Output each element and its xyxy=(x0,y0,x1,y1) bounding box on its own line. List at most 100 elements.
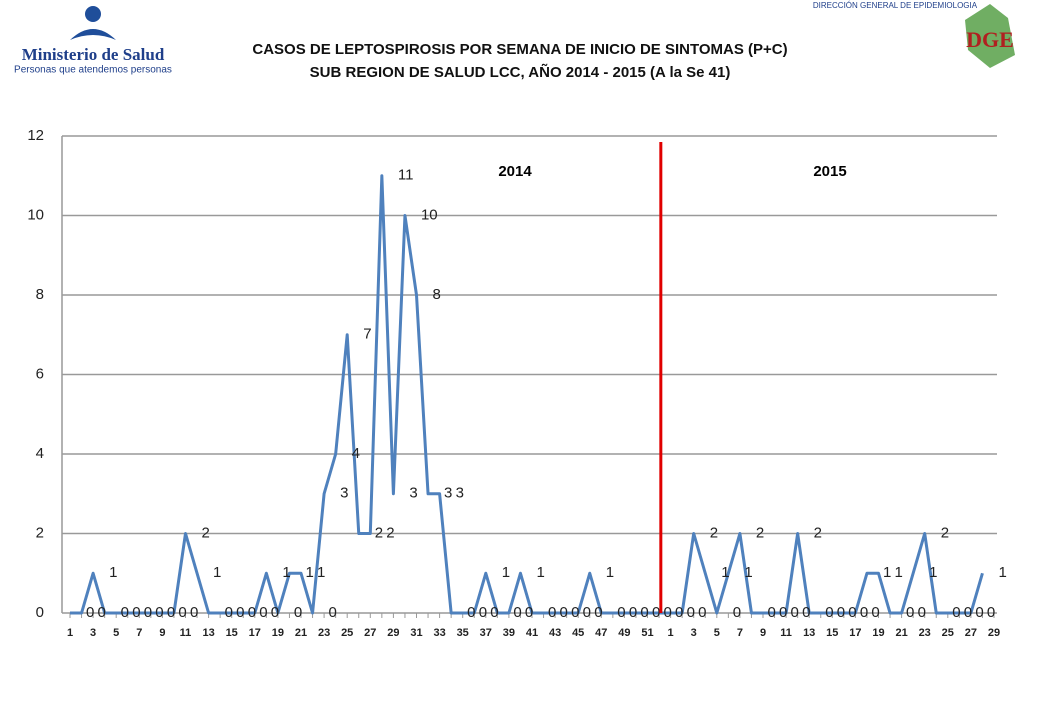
data-label: 4 xyxy=(352,445,360,462)
data-label: 0 xyxy=(640,604,648,621)
logo-name: Ministerio de Salud xyxy=(22,45,165,64)
data-label: 0 xyxy=(952,604,960,621)
data-label: 7 xyxy=(363,326,371,343)
data-label: 0 xyxy=(860,604,868,621)
x-tick-label: 1 xyxy=(67,627,73,639)
data-label: 3 xyxy=(444,485,452,502)
x-tick-label: 41 xyxy=(526,627,538,639)
x-tick-label: 29 xyxy=(387,627,399,639)
data-label: 0 xyxy=(178,604,186,621)
y-tick-label: 8 xyxy=(36,286,44,303)
x-tick-label: 1 xyxy=(668,627,674,639)
data-label: 0 xyxy=(571,604,579,621)
agency-text: DIRECCIÓN GENERAL DE EPIDEMIOLOGIA xyxy=(813,1,978,10)
x-tick-label: 5 xyxy=(113,627,119,639)
data-label: 0 xyxy=(121,604,129,621)
x-tick-label: 3 xyxy=(90,627,96,639)
data-label: 0 xyxy=(837,604,845,621)
data-label: 0 xyxy=(987,604,995,621)
data-label: 0 xyxy=(629,604,637,621)
data-label: 0 xyxy=(329,604,337,621)
y-tick-label: 12 xyxy=(27,127,44,144)
data-label: 0 xyxy=(525,604,533,621)
x-tick-label: 9 xyxy=(159,627,165,639)
data-label: 0 xyxy=(687,604,695,621)
data-label: 0 xyxy=(155,604,163,621)
x-tick-label: 25 xyxy=(942,627,954,639)
data-label: 2 xyxy=(814,524,822,541)
x-tick-label: 21 xyxy=(895,627,907,639)
data-label: 0 xyxy=(248,604,256,621)
data-label: 3 xyxy=(456,485,464,502)
data-label: 10 xyxy=(421,206,438,223)
data-label: 2 xyxy=(202,524,210,541)
x-tick-label: 49 xyxy=(618,627,630,639)
x-tick-label: 37 xyxy=(480,627,492,639)
data-label: 1 xyxy=(282,564,290,581)
x-tick-label: 47 xyxy=(595,627,607,639)
data-label: 0 xyxy=(225,604,233,621)
x-tick-label: 39 xyxy=(503,627,515,639)
data-label: 0 xyxy=(271,604,279,621)
data-label: 1 xyxy=(721,564,729,581)
annotation: 2015 xyxy=(813,163,846,180)
data-label: 0 xyxy=(467,604,475,621)
data-label: 0 xyxy=(698,604,706,621)
x-tick-label: 23 xyxy=(919,627,931,639)
x-tick-label: 5 xyxy=(714,627,720,639)
data-label: 0 xyxy=(86,604,94,621)
data-label: 0 xyxy=(513,604,521,621)
data-label: 0 xyxy=(825,604,833,621)
data-label: 0 xyxy=(132,604,140,621)
chart-title: CASOS DE LEPTOSPIROSIS POR SEMANA DE INI… xyxy=(252,41,787,58)
y-tick-label: 4 xyxy=(36,445,44,462)
data-label: 3 xyxy=(340,485,348,502)
data-label: 2 xyxy=(756,524,764,541)
data-label: 2 xyxy=(386,524,394,541)
agency: DIRECCIÓN GENERAL DE EPIDEMIOLOGIA xyxy=(813,1,978,10)
data-label: 1 xyxy=(536,564,544,581)
data-label: 1 xyxy=(998,564,1006,581)
data-label: 1 xyxy=(895,564,903,581)
data-label: 1 xyxy=(109,564,117,581)
data-label: 0 xyxy=(294,604,302,621)
data-label: 1 xyxy=(213,564,221,581)
x-tick-label: 13 xyxy=(202,627,214,639)
x-tick-label: 29 xyxy=(988,627,1000,639)
data-label: 0 xyxy=(98,604,106,621)
x-tick-label: 27 xyxy=(364,627,376,639)
data-label: 0 xyxy=(167,604,175,621)
data-label: 0 xyxy=(964,604,972,621)
data-label: 0 xyxy=(617,604,625,621)
x-tick-label: 15 xyxy=(226,627,238,639)
data-label: 0 xyxy=(190,604,198,621)
x-tick-label: 17 xyxy=(249,627,261,639)
x-tick-label: 21 xyxy=(295,627,307,639)
data-label: 0 xyxy=(652,604,660,621)
dge-text: DGE xyxy=(966,27,1014,52)
x-tick-label: 19 xyxy=(872,627,884,639)
data-label: 0 xyxy=(583,604,591,621)
data-label: 3 xyxy=(409,485,417,502)
data-label: 0 xyxy=(802,604,810,621)
x-tick-label: 31 xyxy=(410,627,422,639)
data-label: 1 xyxy=(929,564,937,581)
x-tick-label: 11 xyxy=(180,627,192,639)
data-label: 0 xyxy=(767,604,775,621)
x-tick-label: 3 xyxy=(691,627,697,639)
y-tick-label: 0 xyxy=(36,604,44,621)
x-tick-label: 23 xyxy=(318,627,330,639)
x-tick-label: 15 xyxy=(826,627,838,639)
data-label: 0 xyxy=(791,604,799,621)
x-tick-label: 35 xyxy=(457,627,469,639)
data-label: 0 xyxy=(594,604,602,621)
x-tick-label: 7 xyxy=(136,627,142,639)
logo-slogan: Personas que atendemos personas xyxy=(14,65,172,76)
x-tick-label: 19 xyxy=(272,627,284,639)
x-tick-label: 9 xyxy=(760,627,766,639)
y-tick-label: 10 xyxy=(27,206,44,223)
data-label: 11 xyxy=(398,167,414,184)
data-label: 1 xyxy=(606,564,614,581)
data-label: 1 xyxy=(305,564,313,581)
